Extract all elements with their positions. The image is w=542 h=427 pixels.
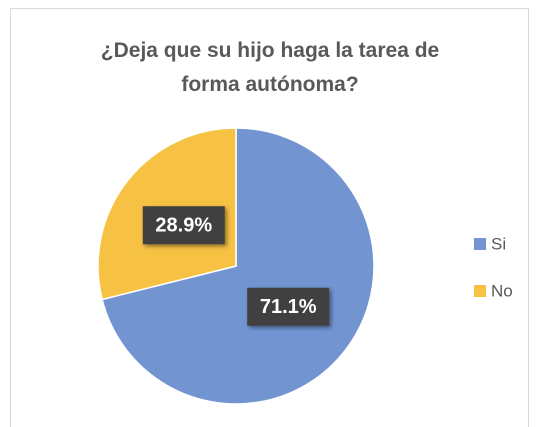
data-label: 28.9% <box>155 215 212 237</box>
legend-label: No <box>491 281 513 300</box>
pie-slice <box>101 127 375 405</box>
data-label-box <box>247 287 330 326</box>
chart-frame <box>10 8 529 427</box>
legend-swatch <box>474 238 486 250</box>
chart-title: ¿Deja que su hijo haga la tarea de forma… <box>100 39 440 96</box>
data-label: 71.1% <box>260 296 317 318</box>
data-label-box <box>142 206 225 245</box>
legend-swatch <box>474 285 486 297</box>
legend-label: Si <box>491 234 506 253</box>
